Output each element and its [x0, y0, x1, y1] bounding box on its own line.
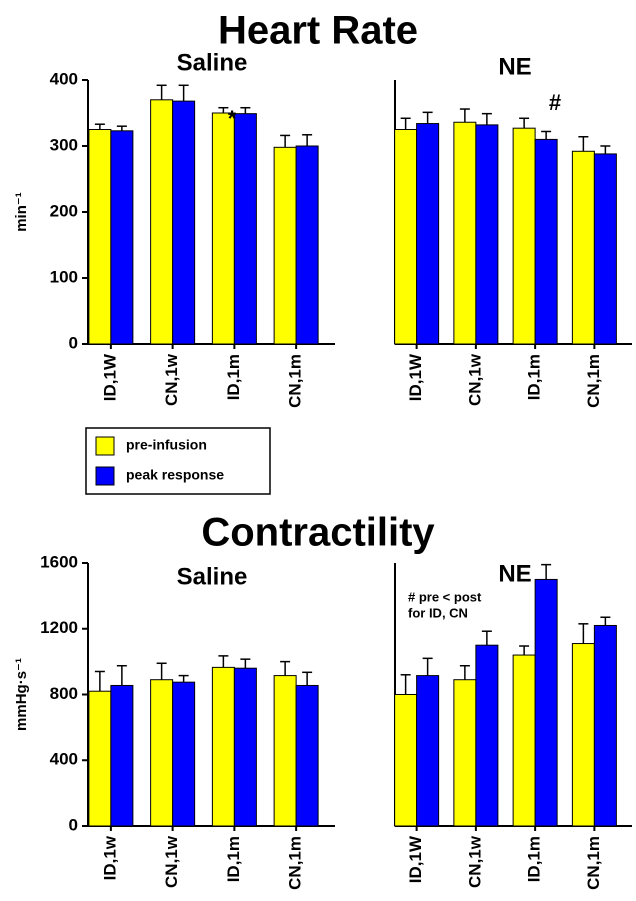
y-tick-label: 800: [50, 684, 78, 703]
x-tick-label: ID,1w: [100, 835, 119, 880]
bar: [534, 138, 558, 345]
y-tick-label: 100: [50, 267, 78, 286]
bar: [233, 667, 257, 827]
bar: [571, 150, 595, 345]
y-tick-label: 300: [50, 135, 78, 154]
x-tick-label: CN,1m: [286, 354, 305, 408]
x-tick-label: CN,1m: [286, 836, 305, 890]
legend-box: [85, 427, 271, 495]
bar: [211, 112, 235, 345]
bar: [233, 113, 257, 345]
x-tick-label: CN,1w: [465, 835, 484, 888]
section-heading: Contractility: [201, 511, 435, 555]
bar: [416, 123, 440, 345]
y-tick-label: 400: [50, 750, 78, 769]
x-tick-label: ID,1m: [525, 836, 544, 882]
annotation: #: [549, 90, 561, 115]
bar: [88, 129, 112, 345]
bar: [453, 121, 477, 345]
x-tick-label: CN,1m: [584, 836, 603, 890]
x-tick-label: CN,1w: [465, 353, 484, 406]
panel-title: NE: [498, 560, 531, 587]
bar: [512, 654, 536, 827]
y-tick-label: 1600: [40, 552, 78, 571]
bar: [110, 684, 134, 827]
x-tick-label: CN,1w: [162, 353, 181, 406]
x-tick-label: ID,1W: [406, 835, 425, 883]
legend-label: pre-infusion: [126, 437, 207, 453]
bar: [110, 130, 134, 345]
y-tick-label: 0: [69, 815, 78, 834]
bar: [211, 666, 235, 827]
bar: [88, 690, 112, 827]
bar: [593, 153, 617, 345]
legend-swatch: [95, 436, 115, 456]
legend-swatch: [95, 466, 115, 486]
bar: [273, 675, 297, 827]
x-tick-label: CN,1w: [162, 835, 181, 888]
x-tick-label: ID,1m: [224, 836, 243, 882]
bar: [295, 684, 319, 827]
y-axis-label: min⁻¹: [13, 192, 30, 232]
bar: [475, 644, 499, 827]
bar: [150, 679, 174, 827]
y-tick-label: 400: [50, 69, 78, 88]
annotation: for ID, CN: [408, 605, 468, 620]
bar: [571, 643, 595, 827]
y-tick-label: 0: [69, 333, 78, 352]
bar: [534, 578, 558, 827]
bar: [295, 145, 319, 345]
y-tick-label: 200: [50, 201, 78, 220]
bar: [172, 100, 196, 345]
section-heading: Heart Rate: [218, 9, 418, 53]
bar: [453, 679, 477, 827]
bar: [394, 694, 418, 827]
y-axis-label: mmHg·s⁻¹: [13, 658, 30, 731]
bar: [394, 129, 418, 345]
annotation: # pre < post: [408, 589, 482, 604]
bar: [150, 99, 174, 345]
bar: [172, 681, 196, 827]
bar: [416, 675, 440, 827]
bar: [475, 124, 499, 345]
bar: [512, 127, 536, 345]
panel-title: Saline: [177, 49, 248, 76]
x-tick-label: ID,1W: [406, 353, 425, 401]
x-tick-label: ID,1W: [100, 353, 119, 401]
annotation: *: [228, 106, 237, 131]
panel-title: NE: [498, 53, 531, 80]
legend-label: peak response: [126, 467, 224, 483]
x-tick-label: ID,1m: [224, 354, 243, 400]
panel-title: Saline: [177, 563, 248, 590]
x-tick-label: ID,1m: [525, 354, 544, 400]
bar: [273, 146, 297, 345]
x-tick-label: CN,1m: [584, 354, 603, 408]
bar: [593, 624, 617, 827]
y-tick-label: 1200: [40, 618, 78, 637]
